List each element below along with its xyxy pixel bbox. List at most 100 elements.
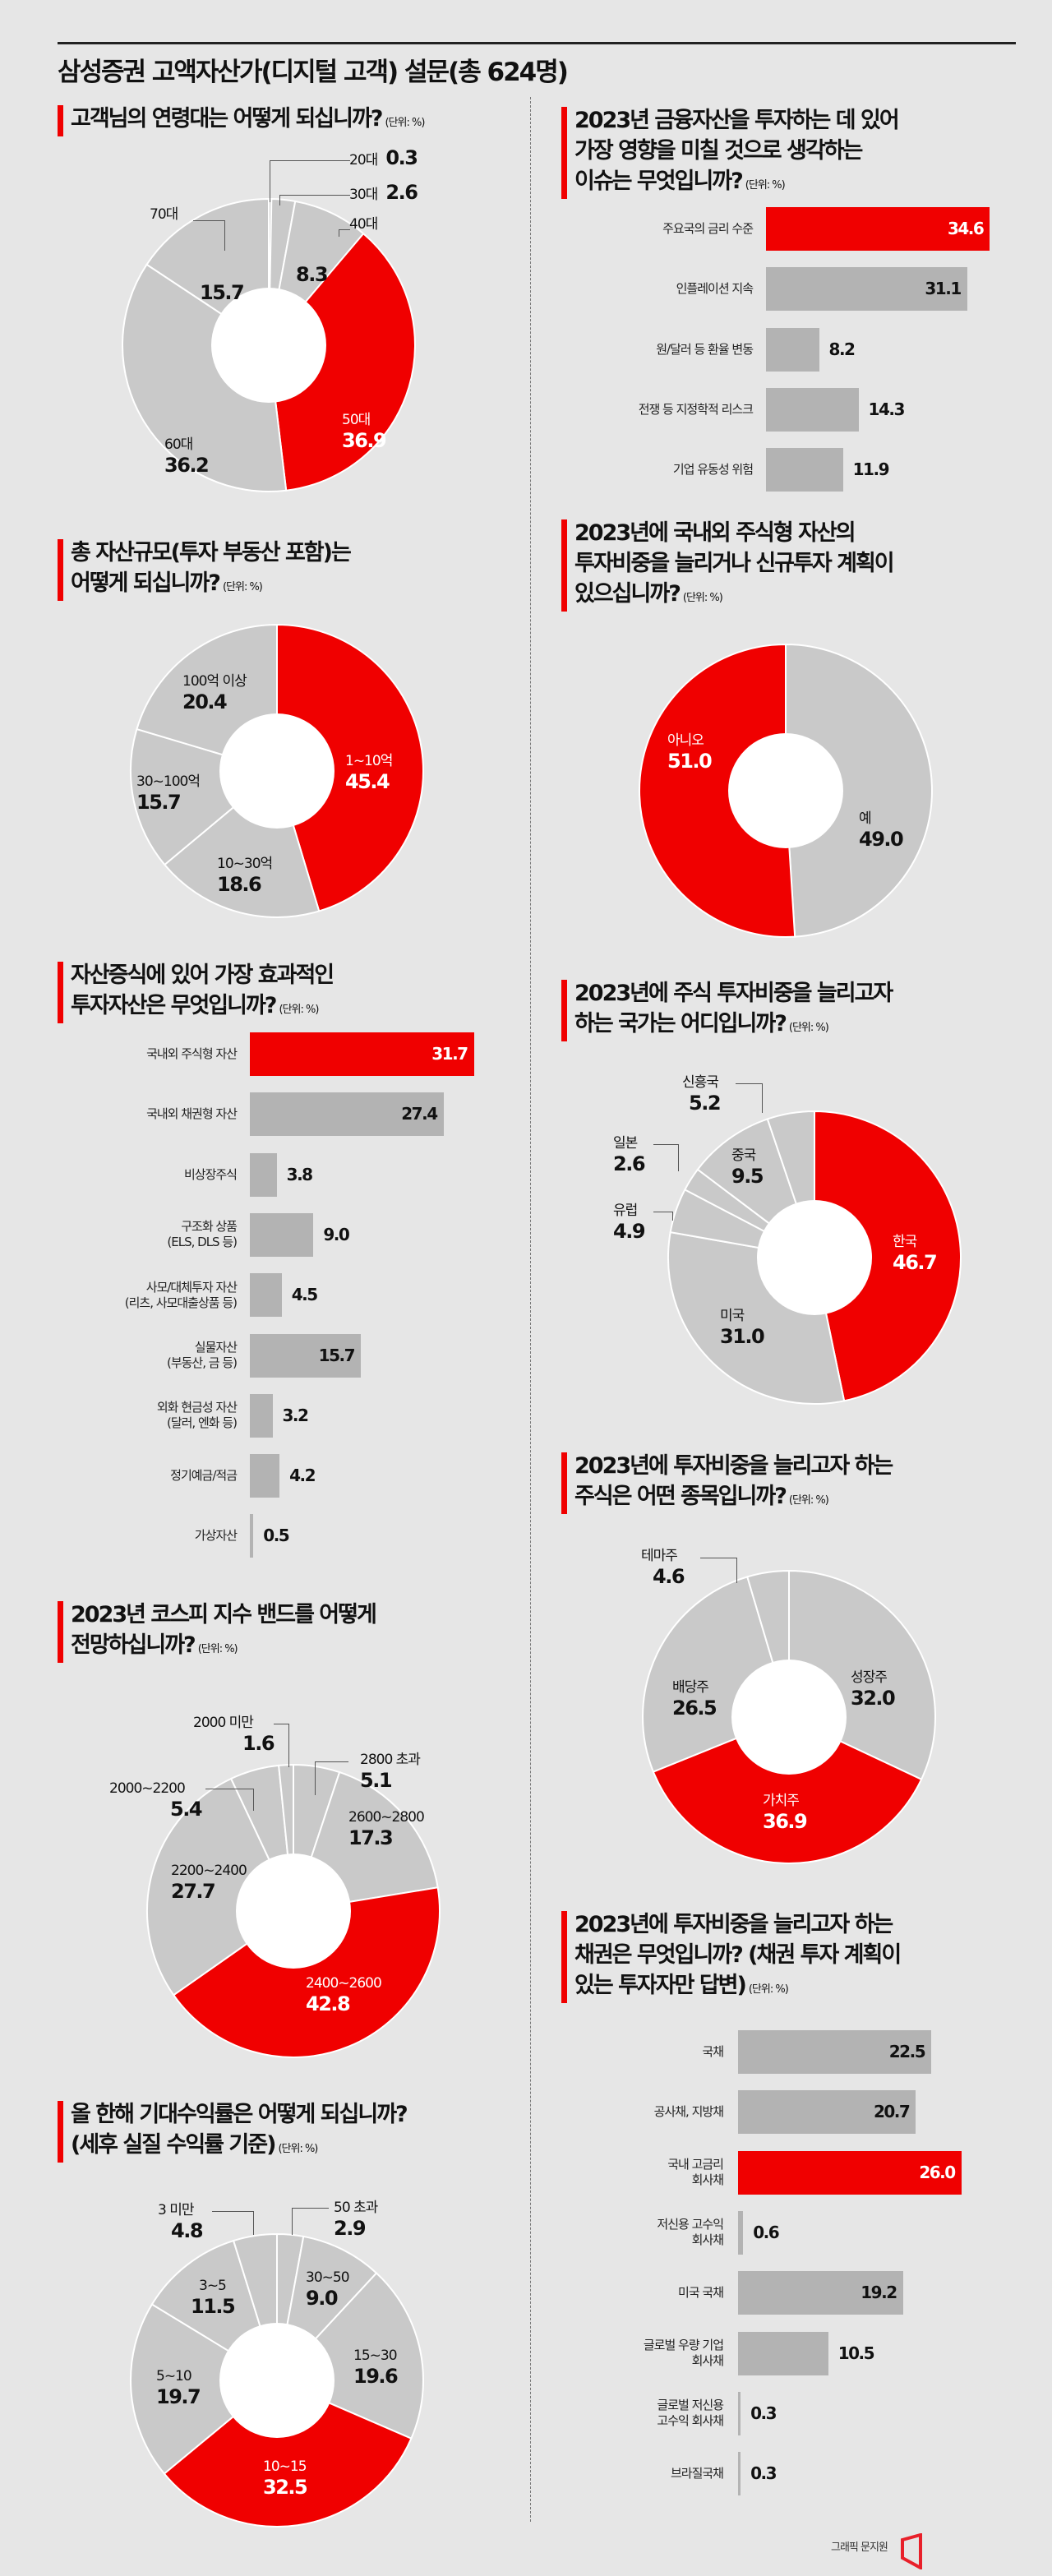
bar-value: 4.5 [291,1285,318,1305]
leader-line [653,1144,679,1171]
leader-line [315,1761,348,1795]
bar [738,2090,916,2135]
bar-value: 8.2 [828,339,856,359]
leader-line [292,2208,329,2235]
bar-value: 4.2 [289,1466,316,1486]
top-rule [58,42,1016,44]
bar-label: 글로벌 저신용 고수익 회사채 [657,2398,724,2429]
effective-question: 자산증식에 있어 가장 효과적인 투자자산은 무엇입니까? (단위: %) [58,960,335,1025]
bar [738,2210,744,2255]
bar-value: 0.3 [750,2463,777,2484]
bonds-question: 2023년에 투자비중을 늘리고자 하는 채권은 무엇입니까? (채권 투자 계… [561,1909,902,2005]
donut-hole [219,2323,335,2438]
bar [250,1092,444,1137]
bar-value: 20.7 [873,2102,911,2122]
bar [738,2331,828,2375]
label-30-50: 30~50 9.0 [306,2269,350,2310]
bar-label: 브라질국채 [670,2466,724,2481]
label-10-30: 10~30억 18.6 [217,856,273,896]
donut-segment [814,1110,962,1402]
bar [250,1514,254,1558]
bar-value: 0.6 [753,2222,779,2242]
bar-value: 14.3 [868,399,906,419]
bar [738,2030,932,2074]
label-20s: 20대 0.3 [349,146,418,169]
page-title: 삼성증권 고액자산가(디지털 고객) 설문(총 624명) [58,58,569,87]
label-yes: 예 49.0 [859,810,904,851]
bar-label: 공사채, 지방채 [653,2104,724,2120]
donut-hole [236,1854,351,1969]
label-over-50: 50 초과 2.9 [334,2200,378,2240]
donut-segment [639,643,796,938]
leader-line [193,220,225,251]
donut-hole [731,1660,847,1775]
donut-segment [163,2379,413,2528]
label-2000-2200: 2000~2200 5.4 [109,1780,203,1821]
label-no: 아니오 51.0 [667,732,713,773]
donut-segment [172,1886,441,2058]
label-usa: 미국 31.0 [720,1308,765,1348]
bar [250,1393,273,1438]
donut-svg [667,1110,962,1405]
label-under-3: 3 미만 4.8 [158,2202,204,2242]
label-30-100: 30~100억 15.7 [136,773,201,814]
leader-line [205,1789,254,1811]
label-value: 가치주 36.9 [763,1793,808,1833]
issues-question: 2023년 금융자산을 투자하는 데 있어 가장 영향을 미칠 것으로 생각하는… [561,105,900,201]
label-5-10: 5~10 19.7 [156,2368,201,2408]
bar-label: 기업 유동성 위험 [672,462,754,478]
label-2400-2600: 2400~2600 42.8 [306,1975,382,2015]
label-over-2800: 2800 초과 5.1 [360,1752,421,1792]
bar-label: 가상자산 [194,1528,238,1544]
bar [738,2391,741,2435]
bar-label: 원/달러 등 환율 변동 [656,341,754,357]
bar-value: 26.0 [919,2162,956,2182]
bar-label: 글로벌 우량 기업 회사채 [643,2338,724,2368]
label-china: 중국 9.5 [731,1147,764,1188]
label-dividend: 배당주 26.5 [672,1679,717,1720]
bar [738,2271,903,2315]
donut-segment [267,232,416,492]
label-60s: 60대 36.2 [164,436,210,477]
column-divider [530,97,531,2522]
label-40s: 40대 [349,216,378,233]
bar-value: 0.3 [750,2403,777,2423]
leader-line [700,1558,737,1583]
label-under-2000: 2000 미만 1.6 [193,1715,275,1755]
label-15-30: 15~30 19.6 [353,2347,399,2388]
label-korea: 한국 46.7 [893,1234,938,1274]
value-70s: 15.7 [200,281,245,304]
donut-segment [275,2272,424,2440]
bar-label: 실물자산 (부동산, 금 등) [166,1340,238,1370]
bar-value: 3.8 [286,1164,313,1184]
leader-line [653,1212,673,1221]
bar-value: 19.2 [861,2283,897,2303]
donut-segment [785,643,933,938]
donut-segment [276,623,424,912]
bar [250,1152,277,1197]
bar-value: 9.0 [323,1224,349,1244]
bar-value: 15.7 [318,1345,356,1365]
donut-svg [642,1569,936,1864]
label-emerging: 신흥국 5.2 [682,1074,722,1115]
leader-line [274,1724,289,1767]
label-growth: 성장주 32.0 [851,1669,896,1710]
bar-value: 0.5 [263,1526,289,1546]
bar [766,327,819,372]
donut-segment [652,1715,923,1864]
returns-question: 올 한해 기대수익률은 어떻게 되십니까? (세후 실질 수익률 기준) (단위:… [58,2099,408,2164]
bar [766,207,990,251]
value-40s: 8.3 [296,263,329,286]
country-question: 2023년에 주식 투자비중을 늘리고자 하는 국가는 어디입니까? (단위: %… [561,978,893,1043]
donut-hole [219,713,335,829]
bar-label: 저신용 고수익 회사채 [657,2217,724,2248]
publisher-logo-icon [901,2533,922,2569]
graphic-credit: 그래픽 문지원 [831,2541,888,2554]
leader-line [270,160,350,202]
donut-svg [130,623,424,918]
bar-label: 미국 국채 [678,2285,724,2301]
bar [766,387,859,432]
bar-label: 비상장주식 [183,1166,238,1182]
donut-segment [130,2303,279,2475]
bar [250,1333,362,1378]
